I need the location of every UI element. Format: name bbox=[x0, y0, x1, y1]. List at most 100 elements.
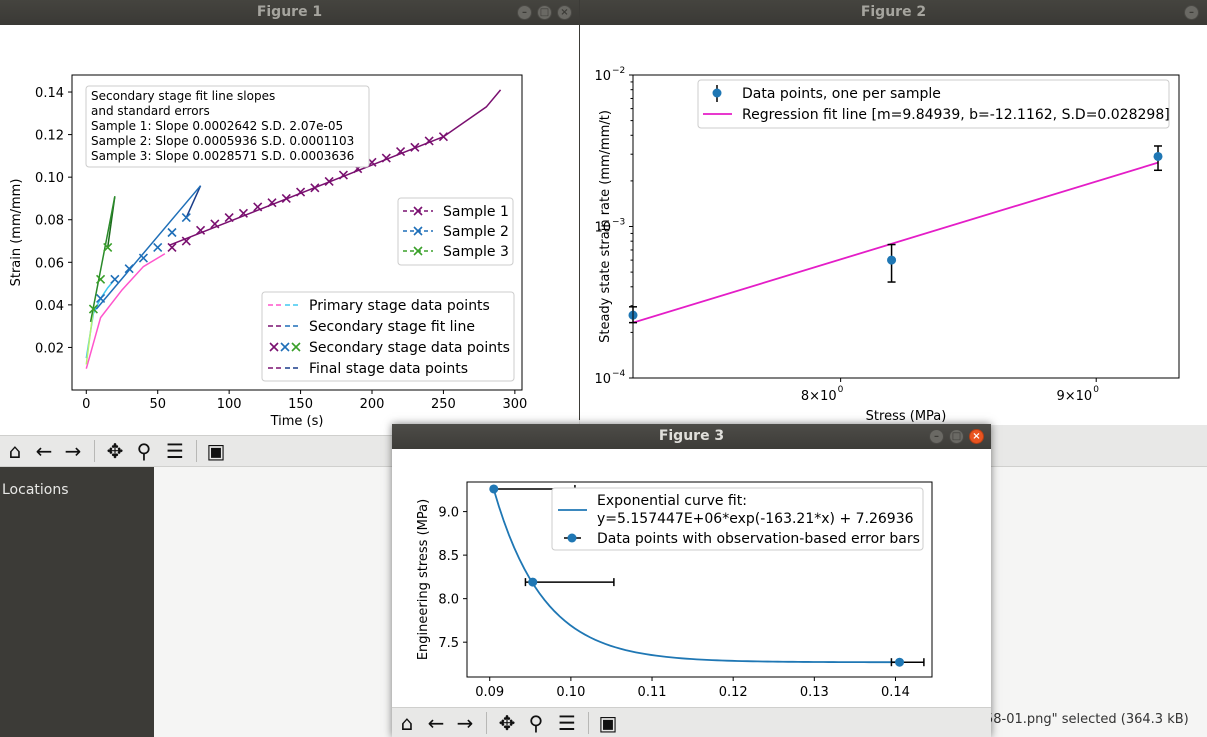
plot-frame bbox=[466, 481, 933, 678]
data-point bbox=[895, 657, 905, 667]
save-icon[interactable]: ▣ bbox=[598, 711, 618, 735]
annotation-line: Sample 3: Slope 0.0028571 S.D. 0.0003636 bbox=[91, 149, 354, 163]
final-stage-line bbox=[185, 185, 202, 218]
secondary-data-point bbox=[253, 202, 263, 212]
minimize-button[interactable]: – bbox=[517, 5, 532, 20]
maximize-button[interactable]: □ bbox=[949, 429, 964, 444]
regression-fit-line bbox=[632, 161, 1159, 324]
maximize-button[interactable]: □ bbox=[537, 5, 552, 20]
y-axis-label: Steady state strain rate (mm/mm/t) bbox=[598, 110, 613, 343]
y-tick-label: 10 bbox=[594, 372, 611, 387]
x-tick-label: 0.12 bbox=[719, 685, 748, 700]
secondary-data-point bbox=[96, 274, 106, 284]
toolbar-separator bbox=[486, 712, 487, 734]
configure-subplots-icon[interactable]: ☰ bbox=[166, 439, 184, 463]
primary-stage-line bbox=[85, 309, 95, 365]
home-icon[interactable]: ⌂ bbox=[400, 711, 414, 735]
annotation-line: Sample 2: Slope 0.0005936 S.D. 0.0001103 bbox=[91, 134, 354, 148]
status-selection: 58-01.png" selected (364.3 kB) bbox=[985, 712, 1189, 727]
minimize-button[interactable]: – bbox=[1184, 5, 1199, 20]
figure2-window: Figure 2 – 10 −4 10 −3 10 −2 8×10 0 9×10 0 Stress … bbox=[580, 0, 1207, 425]
x-tick-label: 50 bbox=[149, 397, 166, 412]
sidebar-locations-label[interactable]: Locations bbox=[2, 482, 69, 498]
secondary-data-point bbox=[210, 219, 220, 229]
legend-marker bbox=[413, 226, 423, 236]
secondary-data-point bbox=[181, 236, 191, 246]
forward-arrow-icon[interactable]: → bbox=[64, 439, 82, 463]
annotation-line: and standard errors bbox=[91, 104, 210, 118]
x-axis-label: Stress (MPa) bbox=[866, 409, 947, 424]
plot-frame bbox=[71, 74, 523, 391]
legend-marker bbox=[712, 88, 722, 98]
figure3-title: Figure 3 bbox=[658, 428, 725, 444]
secondary-data-point bbox=[281, 193, 291, 204]
x-tick-label: 0.10 bbox=[556, 685, 585, 700]
annotation-box bbox=[85, 85, 370, 168]
close-button[interactable]: × bbox=[969, 429, 984, 444]
configure-subplots-icon[interactable]: ☰ bbox=[558, 711, 576, 735]
legend-marker bbox=[413, 246, 423, 256]
x-tick-label: 0 bbox=[82, 397, 90, 412]
y-axis-label: Strain (mm/mm) bbox=[9, 179, 24, 287]
zoom-icon[interactable]: ⚲ bbox=[528, 711, 544, 735]
data-point bbox=[887, 255, 897, 265]
secondary-data-point bbox=[196, 225, 206, 235]
figure2-title: Figure 2 bbox=[860, 4, 927, 20]
y-tick-label: 0.12 bbox=[35, 129, 64, 144]
y-tick-label: 9.0 bbox=[438, 506, 459, 521]
legend-marker bbox=[567, 533, 577, 543]
secondary-data-point bbox=[238, 208, 248, 218]
annotation-line: Secondary stage fit line slopes bbox=[91, 89, 275, 103]
y-tick-label: 0.04 bbox=[35, 299, 64, 314]
forward-arrow-icon[interactable]: → bbox=[456, 711, 474, 735]
secondary-data-point bbox=[396, 147, 406, 157]
data-point bbox=[1153, 151, 1163, 161]
x-tick-exponent: 0 bbox=[838, 385, 844, 395]
x-tick-exponent: 0 bbox=[1093, 385, 1099, 395]
y-tick-label: 10 bbox=[594, 69, 611, 84]
figure3-window: Figure 3 – □ × 0.09 0.10 0.11 0.12 0.13 0.14 7… bbox=[392, 424, 991, 737]
pan-icon[interactable]: ✥ bbox=[498, 711, 516, 735]
figure2-titlebar[interactable]: Figure 2 – bbox=[580, 0, 1207, 25]
secondary-data-point bbox=[103, 242, 113, 252]
save-icon[interactable]: ▣ bbox=[206, 439, 226, 463]
x-tick-label: 200 bbox=[360, 397, 385, 412]
legend-label: Exponential curve fit: bbox=[597, 493, 747, 509]
x-tick-label: 250 bbox=[431, 397, 456, 412]
primary-stage-line bbox=[85, 253, 166, 369]
secondary-data-point bbox=[110, 274, 120, 284]
minimize-button[interactable]: – bbox=[929, 429, 944, 444]
y-tick-exponent: −3 bbox=[612, 218, 625, 228]
secondary-data-point bbox=[153, 242, 163, 252]
back-arrow-icon[interactable]: ← bbox=[35, 439, 53, 463]
close-button[interactable]: × bbox=[557, 5, 572, 20]
secondary-data-point bbox=[381, 153, 391, 163]
y-tick-label: 0.08 bbox=[35, 214, 64, 229]
figure1-title: Figure 1 bbox=[256, 4, 323, 20]
figure3-chart: 0.09 0.10 0.11 0.12 0.13 0.14 7.5 8.0 8.5 9.0 Engi… bbox=[416, 481, 933, 700]
home-icon[interactable]: ⌂ bbox=[8, 439, 22, 463]
secondary-data-point bbox=[267, 198, 277, 208]
secondary-data-point bbox=[167, 227, 177, 238]
legend-label: Secondary stage data points bbox=[309, 340, 510, 356]
zoom-icon[interactable]: ⚲ bbox=[136, 439, 152, 463]
secondary-data-point bbox=[310, 183, 320, 193]
back-arrow-icon[interactable]: ← bbox=[427, 711, 445, 735]
legend-marker bbox=[413, 206, 423, 216]
y-axis-label: Engineering stress (MPa) bbox=[416, 499, 431, 660]
figure3-titlebar[interactable]: Figure 3 – □ × bbox=[392, 424, 991, 449]
secondary-data-point bbox=[181, 213, 191, 223]
pan-icon[interactable]: ✥ bbox=[106, 439, 124, 463]
secondary-data-point bbox=[296, 187, 306, 197]
legend-box bbox=[551, 487, 924, 551]
figure1-window: Figure 1 – □ × 0 50 100 150 200 250 300 0.02 0.0… bbox=[0, 0, 579, 465]
secondary-data-point bbox=[438, 132, 448, 142]
toolbar-separator bbox=[588, 712, 589, 734]
x-tick-label: 0.14 bbox=[881, 685, 910, 700]
x-axis-label: Time (s) bbox=[270, 414, 324, 429]
secondary-fit-line bbox=[89, 196, 116, 323]
secondary-data-point bbox=[338, 170, 348, 180]
figure1-titlebar[interactable]: Figure 1 – □ × bbox=[0, 0, 579, 25]
final-stage-line bbox=[443, 89, 502, 138]
x-tick-label: 100 bbox=[217, 397, 242, 412]
